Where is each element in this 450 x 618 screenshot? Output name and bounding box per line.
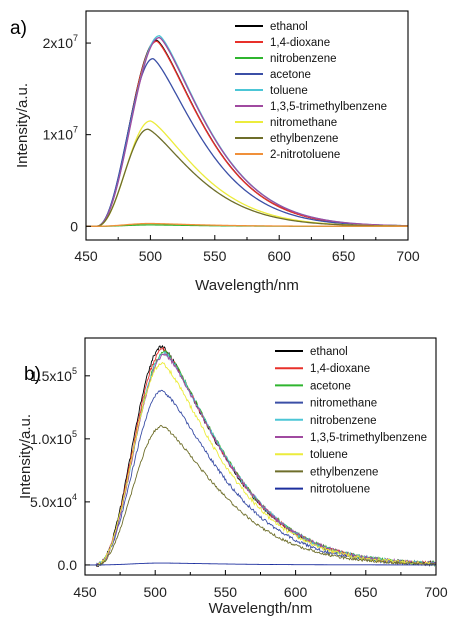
legend-label: nitrotoluene xyxy=(310,484,370,496)
x-tick-label: 450 xyxy=(74,248,98,264)
y-tick-label: 1.0x105 xyxy=(30,429,77,447)
x-tick-label: 500 xyxy=(144,584,168,600)
legend-label: nitromethane xyxy=(310,398,377,410)
series-line-0 xyxy=(86,39,409,227)
series-line-6 xyxy=(85,361,436,567)
series-line-0 xyxy=(85,344,436,568)
legend: ethanol 1,4-dioxane acetone nitromethane nit… xyxy=(275,346,427,496)
legend-label: acetone xyxy=(270,69,311,81)
x-tick-label: 500 xyxy=(139,248,163,264)
x-tick-label: 700 xyxy=(424,584,448,600)
x-tick-label: 650 xyxy=(332,248,356,264)
y-tick-label: 1.5x105 xyxy=(30,366,77,384)
series-curves xyxy=(86,35,409,227)
series-line-7 xyxy=(86,128,409,227)
legend-label: 1,4-dioxane xyxy=(270,37,330,49)
x-tick-label: 450 xyxy=(73,584,97,600)
chart-panel-a: 450 500 550 600 650 700 0 1x107 2x107 Wavelength/… xyxy=(10,10,420,294)
series-line-3 xyxy=(85,389,436,567)
series-line-6 xyxy=(86,120,409,227)
legend-label: ethylbenzene xyxy=(270,133,338,145)
legend-label: nitrobenzene xyxy=(310,415,377,427)
y-tick-label: 2x107 xyxy=(43,33,78,51)
series-line-2 xyxy=(85,349,436,568)
y-tick-label: 1x107 xyxy=(43,125,78,143)
legend-label: ethanol xyxy=(310,346,348,358)
series-line-5 xyxy=(85,353,436,567)
y-tick-label: 0 xyxy=(70,218,78,234)
legend: ethanol 1,4-dioxane nitrobenzene acetone tol… xyxy=(235,21,387,161)
legend-label: ethanol xyxy=(270,21,308,33)
series-curves xyxy=(85,344,436,568)
y-axis-title: Intensity/a.u. xyxy=(17,414,34,499)
legend-label: nitrobenzene xyxy=(270,53,337,65)
legend-label: toluene xyxy=(310,449,348,461)
series-line-1 xyxy=(85,346,436,567)
legend-label: 1,3,5-trimethylbenzene xyxy=(310,432,427,444)
x-tick-label: 650 xyxy=(354,584,378,600)
panel-label: a) xyxy=(10,18,27,39)
series-line-4 xyxy=(85,351,436,567)
legend-label: nitromethane xyxy=(270,117,337,129)
series-line-1 xyxy=(86,40,409,227)
x-tick-label: 700 xyxy=(396,248,420,264)
x-axis: 450 500 550 600 650 700 xyxy=(74,235,420,264)
y-axis: 0 1x107 2x107 xyxy=(43,33,91,234)
legend-label: 2-nitrotoluene xyxy=(270,149,340,161)
legend-label: 1,4-dioxane xyxy=(310,363,370,375)
x-axis-title: Wavelength/nm xyxy=(195,277,299,294)
x-tick-label: 550 xyxy=(203,248,227,264)
legend-label: ethylbenzene xyxy=(310,466,378,478)
series-line-4 xyxy=(86,35,409,227)
y-axis: 0.0 5.0x104 1.0x105 1.5x105 xyxy=(30,366,90,573)
x-tick-label: 550 xyxy=(214,584,238,600)
series-line-5 xyxy=(86,36,409,227)
series-line-8 xyxy=(85,562,436,566)
x-tick-label: 600 xyxy=(268,248,292,264)
y-tick-label: 0.0 xyxy=(58,557,78,573)
y-axis-title: Intensity/a.u. xyxy=(14,83,31,168)
x-tick-label: 600 xyxy=(284,584,308,600)
plot-frame xyxy=(84,337,437,576)
x-axis: 450 500 550 600 650 700 xyxy=(73,570,448,600)
x-axis-title: Wavelength/nm xyxy=(209,600,313,617)
chart-panel-b: 450 500 550 600 650 700 0.0 5.0x104 1.0x105 1.5x1… xyxy=(17,337,448,617)
legend-label: 1,3,5-trimethylbenzene xyxy=(270,101,387,113)
legend-label: acetone xyxy=(310,380,351,392)
series-line-7 xyxy=(85,424,436,566)
y-tick-label: 5.0x104 xyxy=(30,492,77,510)
legend-label: toluene xyxy=(270,85,308,97)
series-line-8 xyxy=(86,222,408,227)
panel-label: b) xyxy=(24,364,41,385)
